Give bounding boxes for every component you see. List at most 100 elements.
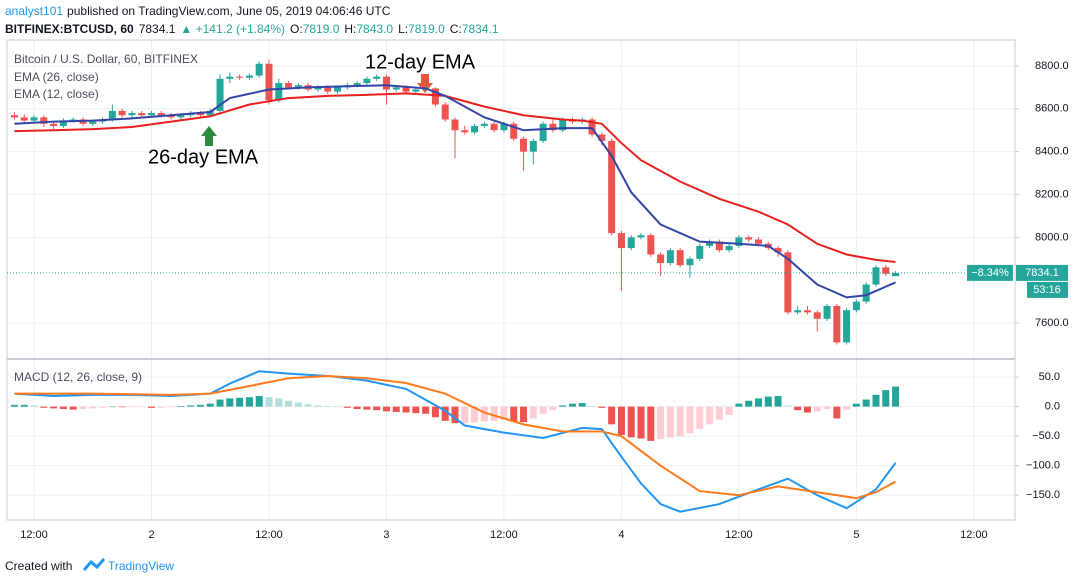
candle-body [882, 267, 890, 274]
macd-bar [89, 406, 97, 409]
y-tick-label: −100.0 [1026, 460, 1060, 472]
macd-bar [236, 397, 244, 407]
candle-body [177, 115, 185, 118]
macd-bar [167, 406, 175, 408]
candle-body [588, 119, 596, 135]
candle-body [647, 235, 655, 255]
macd-bar [441, 406, 449, 421]
legend-entry: EMA (26, close) [14, 70, 99, 84]
header-line: analyst101 published on TradingView.com, … [5, 4, 391, 18]
macd-bar [138, 406, 146, 408]
candle-body [441, 104, 449, 120]
macd-bar [226, 398, 234, 407]
y-tick-label: −150.0 [1026, 489, 1060, 501]
y-tick-label: 8800.0 [1035, 60, 1069, 72]
candle-body [363, 78, 371, 84]
macd-bar [20, 404, 28, 407]
candle-body [314, 87, 322, 90]
candle-body [696, 245, 704, 259]
macd-bar [285, 400, 293, 407]
macd-bar [510, 406, 518, 422]
ema-line [14, 92, 896, 263]
ohlc-label: O: [290, 22, 303, 36]
candle-body [666, 250, 674, 264]
macd-bar [196, 404, 204, 407]
candle-body [10, 115, 18, 118]
macd-bar [461, 406, 469, 424]
candle-body [823, 305, 831, 319]
candle-body [852, 301, 860, 311]
candle-body [196, 113, 204, 116]
candle-body [608, 140, 616, 234]
candle-body [50, 123, 58, 126]
x-tick-label: 4 [618, 529, 624, 541]
y-tick-label: 50.0 [1039, 371, 1060, 383]
candle-body [148, 113, 156, 116]
ohlc-label: C: [450, 22, 462, 36]
macd-bar [676, 406, 684, 437]
macd-bar [69, 406, 77, 410]
macd-bar [647, 406, 655, 441]
macd-bar [343, 406, 351, 408]
macd-bar [862, 399, 870, 407]
macd-bar [754, 398, 762, 407]
macd-bar [559, 405, 567, 407]
macd-bar [265, 397, 273, 407]
candle-body [745, 237, 753, 240]
pane-frame [6, 39, 1016, 521]
candle-body [617, 233, 625, 249]
candle-body [676, 250, 684, 266]
macd-bar [373, 406, 381, 411]
candle-body [510, 123, 518, 139]
candle-body [324, 87, 332, 92]
candle-body [490, 123, 498, 131]
change-badge [967, 264, 1013, 281]
candle-body [431, 88, 439, 105]
macd-bar [422, 406, 430, 414]
macd-bar [520, 406, 528, 422]
macd-bar [598, 406, 606, 408]
candle-body [794, 310, 802, 313]
symbol-line: BITFINEX:BTCUSD, 60 7834.1 ▲ +141.2 (+1.84… [5, 22, 499, 36]
candle-body [69, 119, 77, 121]
macd-bar [813, 406, 821, 412]
arrow-up [201, 126, 217, 146]
macd-bar [696, 406, 704, 430]
author[interactable]: analyst101 [5, 4, 63, 18]
macd-bar [637, 406, 645, 439]
candle-body [206, 110, 214, 116]
macd-bar [529, 406, 537, 419]
candle-body [157, 113, 165, 116]
macd-title: MACD (12, 26, close, 9) [14, 370, 142, 384]
candle-body [471, 125, 479, 133]
footer-brand[interactable]: TradingView [108, 559, 174, 573]
legend-entry: EMA (12, close) [14, 87, 99, 101]
candle-body [500, 123, 508, 131]
macd-bar [148, 406, 156, 408]
arrow-down [417, 74, 433, 93]
ohlc-value: 7843.0 [356, 22, 393, 36]
candle-body [40, 117, 48, 124]
change-label: −8.34% [971, 267, 1009, 279]
macd-bar [431, 406, 439, 418]
macd-bar [784, 405, 792, 407]
macd-bar [353, 406, 361, 410]
macd-bar [882, 390, 890, 407]
price-label: 7834.1 [1025, 267, 1059, 279]
candle-body [118, 110, 126, 116]
macd-bar [549, 406, 557, 411]
macd-bar [500, 406, 508, 420]
macd-bar [892, 386, 900, 407]
macd-bar [735, 403, 743, 407]
ohlc-value: 7819.0 [408, 22, 445, 36]
macd-bar [294, 402, 302, 407]
candle-body [686, 258, 694, 266]
macd-bar [304, 404, 312, 407]
x-tick-label: 12:00 [725, 529, 753, 541]
macd-bar [392, 406, 400, 412]
macd-bar [578, 403, 586, 407]
annotation: 12-day EMA [365, 51, 476, 73]
macd-line [14, 374, 897, 500]
macd-bar [617, 406, 625, 435]
